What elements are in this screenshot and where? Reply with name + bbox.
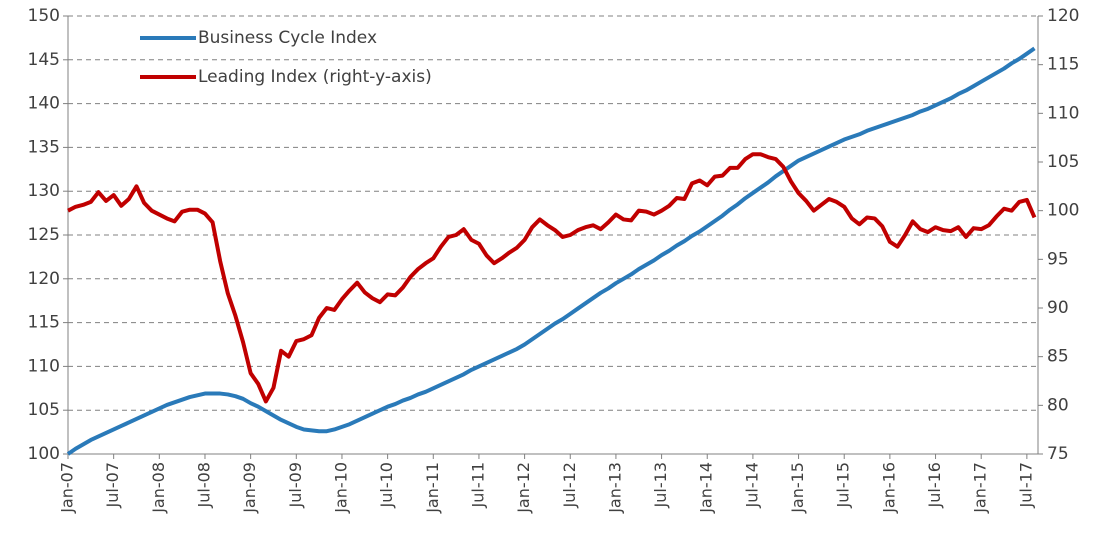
y2-tick-label: 110 bbox=[1047, 103, 1079, 123]
y-tick-label: 105 bbox=[28, 400, 60, 420]
x-tick-label: Jan-16 bbox=[879, 462, 898, 514]
x-tick-label: Jan-12 bbox=[514, 462, 533, 514]
y2-tick-label: 90 bbox=[1047, 298, 1069, 318]
x-tick-label: Jul-17 bbox=[1016, 462, 1035, 508]
legend-label: Leading Index (right-y-axis) bbox=[198, 67, 432, 87]
x-tick-label: Jan-17 bbox=[971, 462, 990, 514]
x-tick-label: Jan-15 bbox=[788, 462, 807, 514]
y2-tick-label: 115 bbox=[1047, 55, 1079, 75]
x-tick-label: Jan-10 bbox=[331, 462, 350, 514]
x-tick-label: Jul-07 bbox=[103, 462, 122, 508]
x-tick-label: Jul-10 bbox=[377, 462, 396, 508]
y2-tick-label: 95 bbox=[1047, 249, 1069, 269]
y-tick-label: 115 bbox=[28, 313, 60, 333]
x-tick-label: Jan-14 bbox=[697, 462, 716, 514]
y-tick-label: 135 bbox=[28, 137, 60, 157]
y2-tick-label: 120 bbox=[1047, 6, 1079, 26]
x-tick-label: Jul-09 bbox=[286, 462, 305, 508]
y-tick-label: 110 bbox=[28, 356, 60, 376]
x-tick-label: Jul-12 bbox=[560, 462, 579, 508]
y-tick-label: 150 bbox=[28, 6, 60, 26]
x-tick-label: Jul-13 bbox=[651, 462, 670, 508]
series-line bbox=[66, 46, 1036, 456]
y2-tick-label: 75 bbox=[1047, 444, 1069, 464]
y-tick-label: 130 bbox=[28, 181, 60, 201]
series-line bbox=[67, 152, 1037, 404]
x-tick-label: Jul-08 bbox=[194, 462, 213, 508]
x-tick-label: Jul-11 bbox=[468, 462, 487, 508]
y2-tick-label: 100 bbox=[1047, 201, 1079, 221]
x-tick-label: Jul-14 bbox=[742, 462, 761, 508]
x-tick-label: Jan-13 bbox=[605, 462, 624, 514]
x-tick-label: Jan-09 bbox=[240, 462, 259, 514]
y-tick-label: 125 bbox=[28, 225, 60, 245]
y-tick-label: 145 bbox=[28, 50, 60, 70]
x-tick-label: Jul-16 bbox=[925, 462, 944, 508]
x-tick-label: Jul-15 bbox=[834, 462, 853, 508]
x-tick-label: Jan-11 bbox=[423, 462, 442, 514]
y-tick-label: 140 bbox=[28, 94, 60, 114]
x-tick-label: Jan-07 bbox=[58, 462, 77, 514]
y-tick-label: 120 bbox=[28, 269, 60, 289]
y-tick-label: 100 bbox=[28, 444, 60, 464]
legend-label: Business Cycle Index bbox=[198, 28, 377, 48]
y2-tick-label: 85 bbox=[1047, 347, 1069, 367]
y2-tick-label: 80 bbox=[1047, 395, 1069, 415]
y2-tick-label: 105 bbox=[1047, 152, 1079, 172]
x-tick-label: Jan-08 bbox=[149, 462, 168, 514]
